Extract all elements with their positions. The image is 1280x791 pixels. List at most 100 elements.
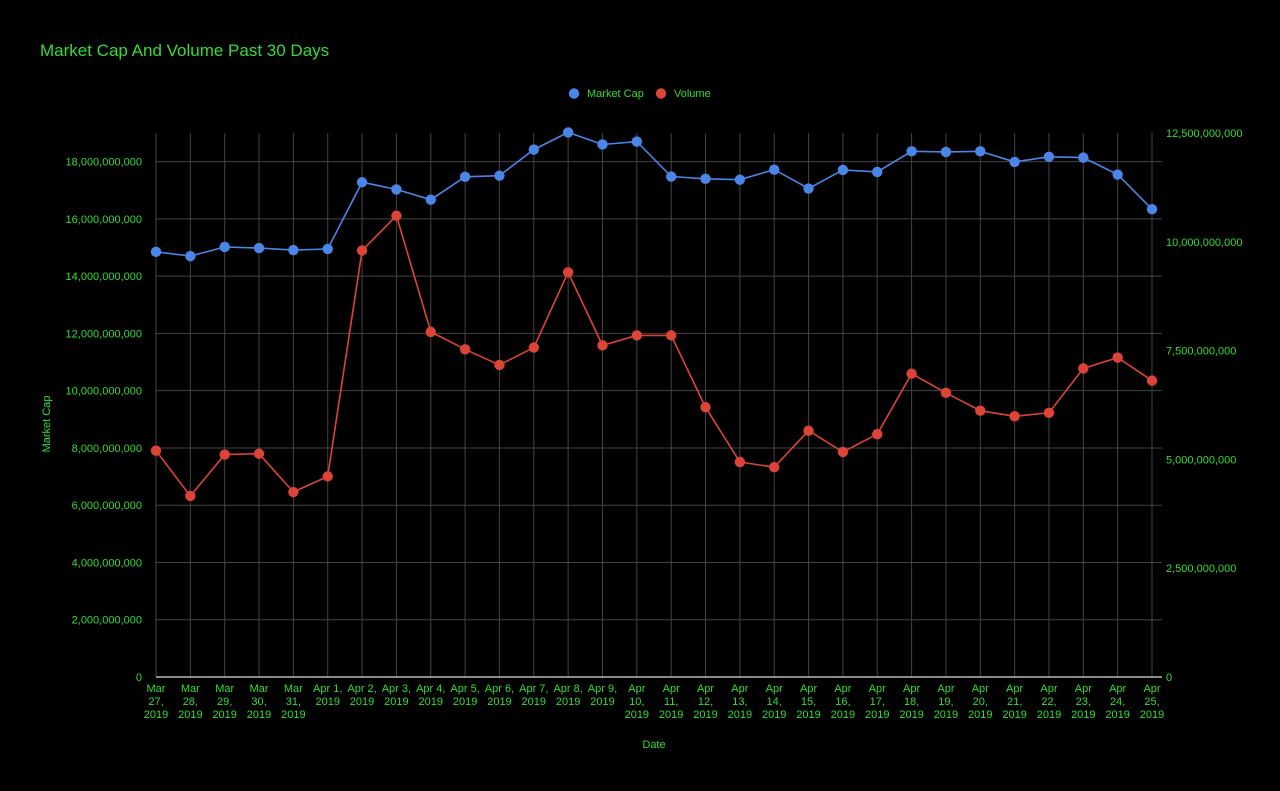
data-point-volume[interactable] [665, 330, 677, 341]
data-point-market-cap[interactable] [253, 242, 265, 254]
data-point-market-cap[interactable] [1146, 203, 1158, 215]
y-left-tick-label: 2,000,000,000 [72, 615, 142, 627]
series-line-volume [155, 214, 1153, 498]
data-point-market-cap[interactable] [219, 241, 230, 253]
y-left-tick-label: 0 [136, 672, 142, 684]
data-point-market-cap[interactable] [1112, 169, 1123, 180]
data-point-market-cap[interactable] [562, 127, 574, 138]
series-layer [150, 127, 1158, 502]
data-point-volume[interactable] [425, 326, 436, 338]
grid-layer [155, 133, 1162, 677]
data-point-volume[interactable] [322, 471, 333, 482]
y-left-tick-label: 18,000,000,000 [66, 157, 142, 169]
x-tick-label: Apr 22, 2019 [1037, 683, 1061, 721]
data-point-volume[interactable] [769, 462, 780, 473]
x-tick-label: Apr 13, 2019 [728, 683, 752, 721]
data-point-market-cap[interactable] [528, 144, 539, 155]
data-point-market-cap[interactable] [940, 146, 952, 158]
data-point-market-cap[interactable] [459, 171, 471, 183]
data-point-volume[interactable] [700, 401, 711, 413]
data-point-volume[interactable] [562, 267, 574, 278]
data-point-market-cap[interactable] [425, 194, 436, 205]
data-point-volume[interactable] [803, 425, 814, 436]
data-point-market-cap[interactable] [288, 244, 299, 256]
data-point-market-cap[interactable] [631, 136, 643, 147]
data-point-volume[interactable] [872, 428, 883, 440]
data-point-market-cap[interactable] [1043, 151, 1055, 162]
x-tick-label: Apr 5, 2019 [450, 683, 479, 708]
axis-layer: 0 2,000,000,000 4,000,000,000 6,000,000,000… [66, 128, 1243, 721]
data-point-volume[interactable] [494, 359, 505, 371]
x-tick-label: Mar 29, 2019 [212, 683, 236, 721]
data-point-volume[interactable] [837, 446, 849, 458]
data-point-volume[interactable] [975, 405, 986, 416]
x-tick-label: Apr 24, 2019 [1105, 683, 1129, 721]
x-tick-label: Apr 23, 2019 [1071, 683, 1095, 721]
data-point-volume[interactable] [1009, 411, 1020, 422]
data-point-volume[interactable] [356, 245, 368, 256]
data-point-volume[interactable] [734, 456, 746, 468]
y-left-tick-label: 12,000,000,000 [66, 328, 142, 340]
x-tick-label: Apr 17, 2019 [865, 683, 889, 721]
x-tick-label: Apr 12, 2019 [693, 683, 717, 721]
data-point-market-cap[interactable] [734, 174, 746, 185]
y-right-tick-label: 7,500,000,000 [1166, 346, 1236, 358]
x-tick-label: Mar 28, 2019 [178, 683, 202, 721]
data-point-market-cap[interactable] [769, 164, 780, 175]
data-point-market-cap[interactable] [597, 139, 608, 150]
data-point-volume[interactable] [150, 445, 162, 456]
x-tick-label: Apr 3, 2019 [382, 683, 411, 708]
x-tick-label: Mar 30, 2019 [247, 683, 271, 721]
y-left-tick-label: 10,000,000,000 [66, 386, 142, 398]
legend-marker-market-cap [568, 88, 580, 99]
x-tick-label: Apr 14, 2019 [762, 683, 786, 721]
x-tick-label: Mar 27, 2019 [144, 683, 168, 721]
data-point-market-cap[interactable] [906, 146, 917, 157]
y-right-tick-label: 10,000,000,000 [1166, 237, 1242, 249]
x-tick-label: Apr 1, 2019 [313, 683, 342, 708]
data-point-volume[interactable] [1112, 352, 1123, 363]
y-axis-title-left: Market Cap [41, 396, 53, 453]
data-point-volume[interactable] [631, 330, 643, 341]
data-point-volume[interactable] [185, 490, 196, 502]
data-point-volume[interactable] [391, 210, 402, 221]
data-point-market-cap[interactable] [665, 171, 677, 182]
x-tick-label: Apr 25, 2019 [1140, 683, 1164, 721]
data-point-volume[interactable] [1043, 407, 1055, 419]
data-point-market-cap[interactable] [975, 146, 986, 157]
data-point-market-cap[interactable] [356, 177, 368, 188]
data-point-volume[interactable] [1146, 375, 1158, 386]
y-right-tick-label: 12,500,000,000 [1166, 128, 1242, 140]
y-left-tick-label: 16,000,000,000 [66, 214, 142, 226]
x-tick-label: Apr 2, 2019 [347, 683, 376, 708]
data-point-volume[interactable] [597, 340, 608, 351]
chart-title: Market Cap And Volume Past 30 Days [40, 41, 329, 60]
data-point-market-cap[interactable] [494, 170, 505, 181]
data-point-volume[interactable] [1078, 363, 1089, 374]
legend: Market Cap Volume [568, 88, 711, 100]
x-tick-label: Apr 15, 2019 [796, 683, 820, 721]
y-left-tick-label: 4,000,000,000 [72, 557, 142, 569]
data-point-market-cap[interactable] [150, 246, 162, 258]
data-point-volume[interactable] [219, 449, 230, 460]
x-tick-label: Mar 31, 2019 [281, 683, 305, 721]
data-point-volume[interactable] [940, 387, 952, 399]
data-point-market-cap[interactable] [872, 166, 883, 178]
data-point-volume[interactable] [528, 342, 539, 353]
data-point-market-cap[interactable] [322, 243, 333, 255]
data-point-market-cap[interactable] [1009, 156, 1020, 168]
data-point-market-cap[interactable] [700, 173, 711, 185]
data-point-volume[interactable] [459, 344, 471, 355]
x-tick-label: Apr 16, 2019 [831, 683, 855, 721]
data-point-volume[interactable] [288, 486, 299, 498]
data-point-market-cap[interactable] [837, 164, 849, 176]
data-point-market-cap[interactable] [803, 183, 814, 194]
data-point-volume[interactable] [253, 448, 265, 459]
data-point-market-cap[interactable] [1078, 152, 1089, 163]
data-point-market-cap[interactable] [391, 184, 402, 195]
data-point-volume[interactable] [906, 368, 917, 379]
data-point-market-cap[interactable] [185, 250, 196, 262]
